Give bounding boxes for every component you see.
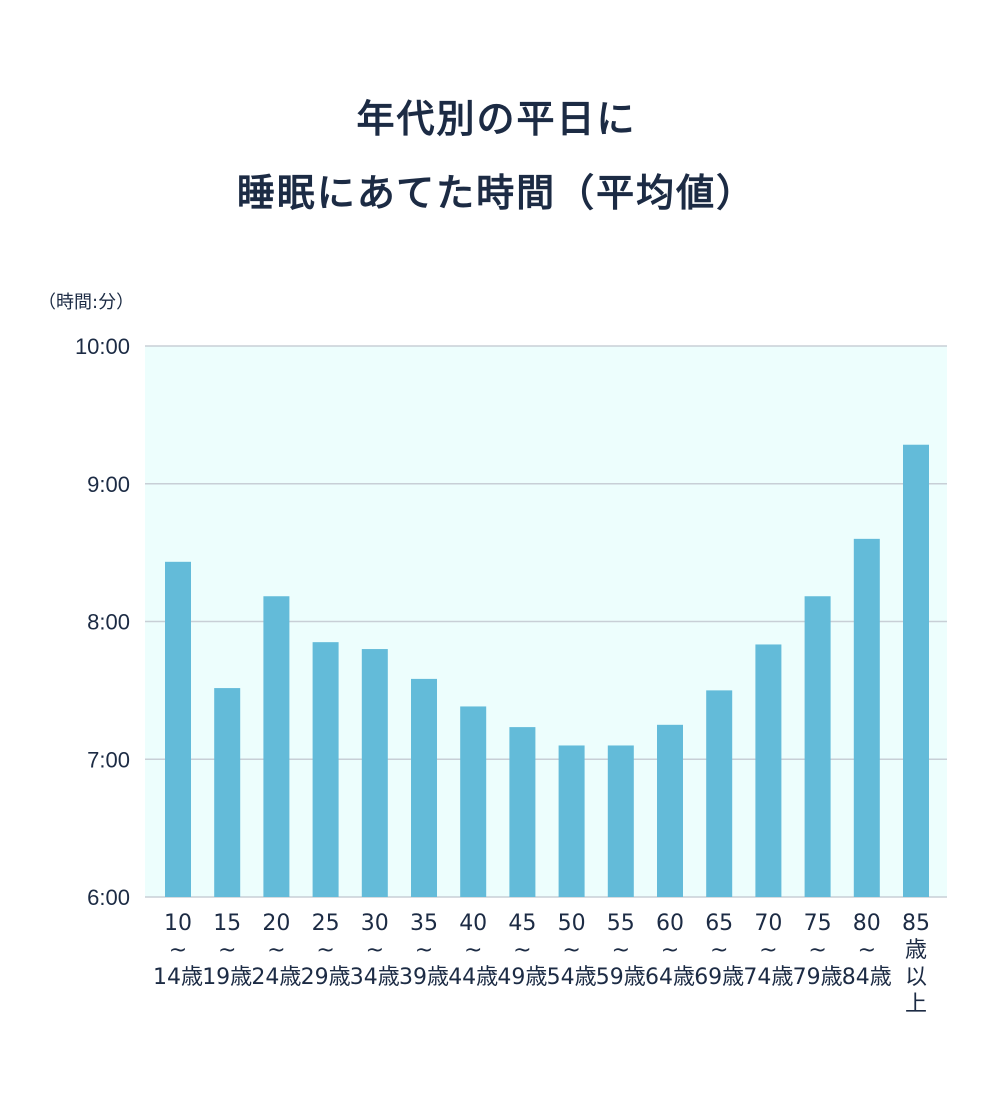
bar — [165, 561, 191, 897]
y-tick-label: 6:00 — [87, 885, 130, 910]
x-tick-label: ~ — [759, 938, 777, 963]
x-tick-label: 69歳 — [694, 965, 744, 990]
chart-title-line-1: 年代別の平日に — [356, 97, 637, 141]
x-tick-label: 15 — [213, 911, 241, 936]
x-tick-label: 55 — [607, 911, 635, 936]
bar — [214, 688, 241, 897]
x-tick-label: 64歳 — [645, 965, 695, 990]
x-tick-label: ~ — [464, 938, 482, 963]
x-tick-label: ~ — [415, 938, 433, 963]
x-tick-label: 79歳 — [793, 965, 843, 990]
x-tick-label: 59歳 — [596, 965, 646, 990]
y-axis-unit-label: （時間:分） — [38, 292, 135, 313]
x-tick-label: 以 — [905, 965, 927, 990]
x-tick-label: ~ — [710, 938, 728, 963]
x-tick-label: 54歳 — [547, 965, 597, 990]
bar — [509, 727, 536, 897]
x-tick-label: 39歳 — [399, 965, 449, 990]
x-tick-label: ~ — [267, 938, 285, 963]
x-tick-label: ~ — [562, 938, 580, 963]
x-tick-label: 50 — [558, 911, 586, 936]
bar — [657, 724, 683, 897]
bar — [804, 596, 831, 897]
x-tick-label: 30 — [361, 911, 389, 936]
x-tick-label: 34歳 — [350, 965, 400, 990]
x-tick-label: 40 — [459, 911, 487, 936]
bar — [706, 690, 733, 897]
x-tick-label: 49歳 — [497, 965, 547, 990]
x-tick-label: 80 — [853, 911, 881, 936]
x-tick-label: ~ — [513, 938, 531, 963]
y-tick-label: 9:00 — [87, 472, 130, 497]
x-tick-label: 20 — [262, 911, 290, 936]
x-tick-label: 10 — [164, 911, 192, 936]
x-tick-label: 84歳 — [842, 965, 892, 990]
x-tick-label: 75 — [804, 911, 832, 936]
bar — [903, 444, 929, 897]
bar — [607, 745, 634, 897]
x-tick-label: 24歳 — [251, 965, 301, 990]
x-tick-label: ~ — [661, 938, 679, 963]
bar — [361, 649, 388, 897]
x-tick-label: 65 — [705, 911, 733, 936]
x-tick-label: 25 — [312, 911, 340, 936]
x-tick-label: 60 — [656, 911, 684, 936]
y-tick-label: 10:00 — [75, 334, 130, 359]
x-tick-label: ~ — [169, 938, 187, 963]
x-tick-label: ~ — [612, 938, 630, 963]
y-tick-label: 7:00 — [87, 747, 130, 772]
x-tick-label: 29歳 — [301, 965, 351, 990]
x-tick-label: ~ — [808, 938, 826, 963]
bar — [312, 642, 339, 897]
x-tick-label: 44歳 — [448, 965, 498, 990]
x-tick-label: 19歳 — [202, 965, 252, 990]
bar — [263, 596, 290, 897]
x-tick-label: ~ — [218, 938, 236, 963]
x-tick-label: 14歳 — [153, 965, 203, 990]
x-tick-label: 74歳 — [743, 965, 793, 990]
x-tick-label: ~ — [366, 938, 384, 963]
x-tick-label: 35 — [410, 911, 438, 936]
bar — [558, 745, 585, 897]
y-tick-label: 8:00 — [87, 610, 130, 635]
x-tick-label: ~ — [316, 938, 334, 963]
x-tick-label: 歳 — [905, 938, 927, 963]
chart-title-line-2: 睡眠にあてた時間（平均値） — [236, 171, 757, 215]
x-tick-label: 45 — [508, 911, 536, 936]
x-tick-label: ~ — [858, 938, 876, 963]
x-tick-label: 上 — [905, 992, 927, 1017]
bar — [411, 678, 437, 897]
bar — [755, 644, 782, 897]
x-tick-label: 70 — [754, 911, 782, 936]
x-tick-label: 85 — [902, 911, 930, 936]
bar — [853, 538, 880, 897]
bar — [460, 706, 487, 897]
